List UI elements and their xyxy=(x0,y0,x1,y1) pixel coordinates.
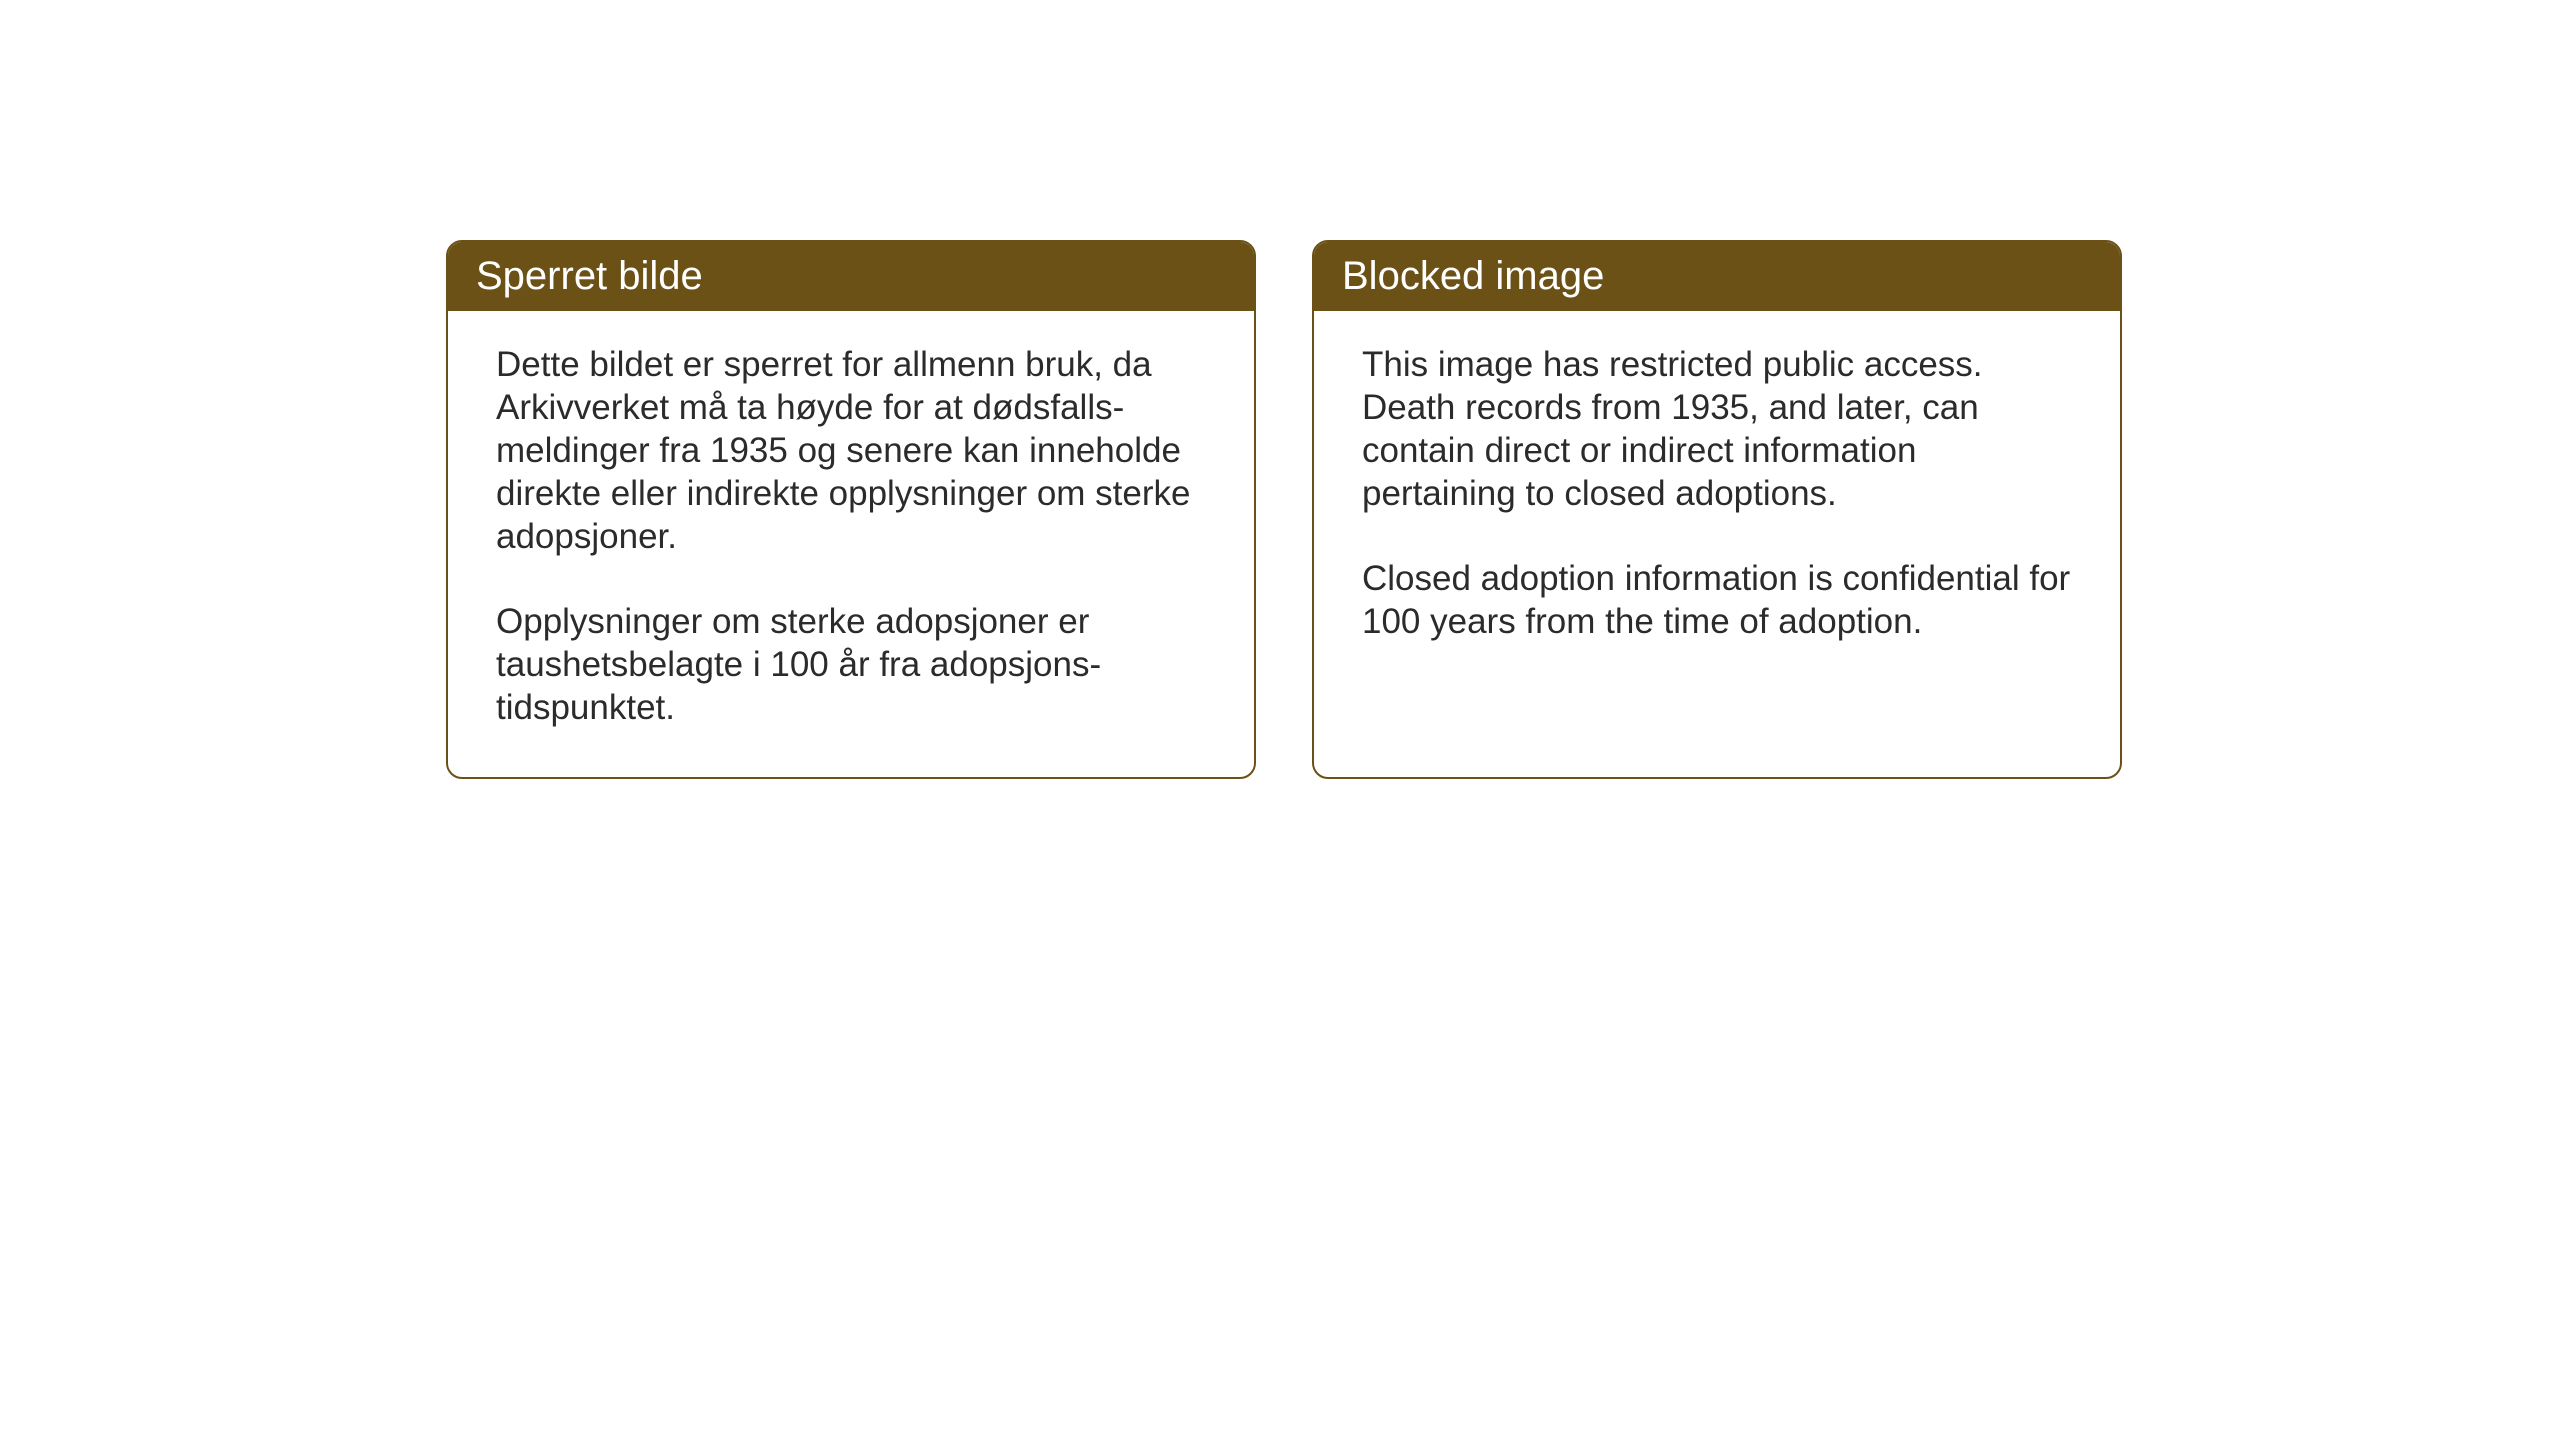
card-body-norwegian: Dette bildet er sperret for allmenn bruk… xyxy=(448,311,1254,777)
card-norwegian: Sperret bilde Dette bildet er sperret fo… xyxy=(446,240,1256,779)
card-english: Blocked image This image has restricted … xyxy=(1312,240,2122,779)
card-paragraph-2: Closed adoption information is confident… xyxy=(1362,557,2072,643)
card-paragraph-1: This image has restricted public access.… xyxy=(1362,343,2072,515)
card-header-norwegian: Sperret bilde xyxy=(448,242,1254,311)
cards-container: Sperret bilde Dette bildet er sperret fo… xyxy=(446,240,2122,779)
card-paragraph-1: Dette bildet er sperret for allmenn bruk… xyxy=(496,343,1206,558)
card-title: Blocked image xyxy=(1342,254,1604,298)
card-paragraph-2: Opplysninger om sterke adopsjoner er tau… xyxy=(496,600,1206,729)
card-header-english: Blocked image xyxy=(1314,242,2120,311)
card-title: Sperret bilde xyxy=(476,254,703,298)
card-body-english: This image has restricted public access.… xyxy=(1314,311,2120,751)
